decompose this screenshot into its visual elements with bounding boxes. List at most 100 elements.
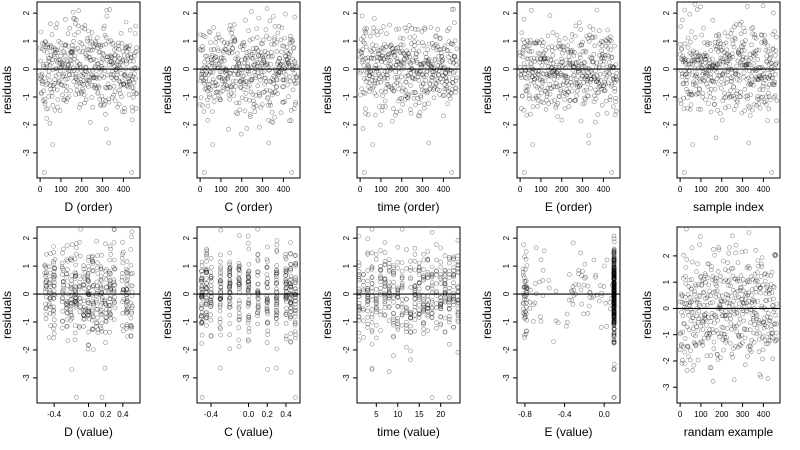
data-point: [93, 63, 98, 69]
data-point: [677, 52, 683, 57]
data-point: [408, 71, 414, 76]
data-point: [518, 72, 524, 78]
data-point: [79, 68, 84, 73]
data-point: [46, 335, 52, 340]
data-point: [113, 75, 119, 81]
data-point: [585, 311, 591, 316]
data-point: [402, 52, 408, 57]
data-point: [710, 56, 715, 62]
data-point: [199, 341, 205, 346]
data-point: [263, 75, 269, 81]
data-point: [441, 113, 446, 119]
data-point: [124, 311, 129, 316]
data-point: [44, 61, 49, 67]
points: [37, 7, 140, 175]
data-point: [276, 70, 282, 75]
data-point: [209, 264, 214, 270]
y-tick-label: -3: [182, 149, 191, 157]
data-point: [453, 58, 459, 63]
data-point: [378, 285, 383, 291]
y-tick-label: 1: [182, 263, 191, 268]
x-tick-label: 0.4: [117, 410, 129, 419]
data-point: [85, 346, 91, 352]
data-point: [57, 57, 63, 62]
data-point: [696, 106, 701, 112]
data-point: [524, 112, 530, 118]
data-point: [406, 59, 411, 65]
data-point: [127, 73, 133, 79]
data-point: [121, 328, 126, 334]
data-point: [212, 56, 217, 61]
data-point: [727, 93, 733, 99]
data-point: [236, 62, 242, 67]
data-point: [126, 56, 131, 62]
data-point: [519, 93, 525, 99]
data-point: [112, 89, 118, 94]
data-point: [550, 69, 555, 75]
data-point: [748, 81, 754, 87]
data-point: [366, 69, 372, 75]
data-point: [733, 22, 739, 27]
data-point: [94, 72, 99, 77]
data-point: [86, 257, 91, 263]
data-point: [118, 59, 123, 65]
data-point: [129, 289, 135, 295]
data-point: [451, 265, 456, 271]
data-point: [682, 361, 688, 366]
x-tick-label: 200: [75, 185, 89, 194]
data-point: [524, 43, 530, 48]
data-point: [529, 74, 535, 79]
data-point: [255, 313, 260, 319]
data-point: [116, 40, 121, 46]
y-tick-label: -1: [502, 318, 511, 326]
data-point: [580, 49, 586, 54]
data-point: [263, 27, 269, 32]
data-point: [754, 103, 760, 108]
data-point: [716, 81, 721, 87]
data-point: [121, 296, 126, 302]
data-point: [125, 273, 130, 279]
data-point: [689, 92, 695, 98]
data-point: [129, 311, 134, 316]
data-point: [412, 312, 418, 318]
data-point: [109, 55, 115, 61]
data-point: [255, 295, 261, 301]
data-point: [404, 266, 409, 271]
data-point: [538, 57, 544, 63]
data-point: [263, 79, 269, 84]
data-point: [454, 62, 460, 68]
data-point: [211, 25, 216, 30]
x-tick-label: 100: [694, 185, 708, 194]
data-point: [712, 102, 718, 107]
data-point: [274, 312, 279, 318]
data-point: [69, 300, 74, 306]
data-point: [441, 73, 446, 79]
data-point: [763, 298, 768, 303]
data-point: [260, 41, 265, 47]
data-point: [40, 79, 46, 85]
data-point: [258, 105, 264, 110]
data-point: [234, 57, 240, 63]
data-point: [434, 268, 439, 274]
data-point: [400, 88, 405, 94]
plot-frame: [676, 1, 781, 179]
data-point: [576, 64, 582, 69]
data-point: [86, 267, 92, 272]
data-point: [524, 56, 530, 62]
x-tick-label: 100: [534, 185, 548, 194]
data-point: [118, 83, 124, 88]
data-point: [76, 91, 82, 96]
data-point: [428, 63, 434, 69]
data-point: [714, 65, 719, 71]
data-point: [56, 71, 61, 77]
data-point: [711, 62, 716, 67]
data-point: [67, 57, 73, 62]
data-point: [238, 84, 244, 90]
data-point: [602, 52, 608, 58]
data-point: [227, 270, 232, 276]
data-point: [608, 83, 614, 89]
data-point: [78, 304, 83, 309]
data-point: [699, 59, 705, 65]
data-point: [231, 72, 237, 77]
data-point: [60, 295, 65, 301]
